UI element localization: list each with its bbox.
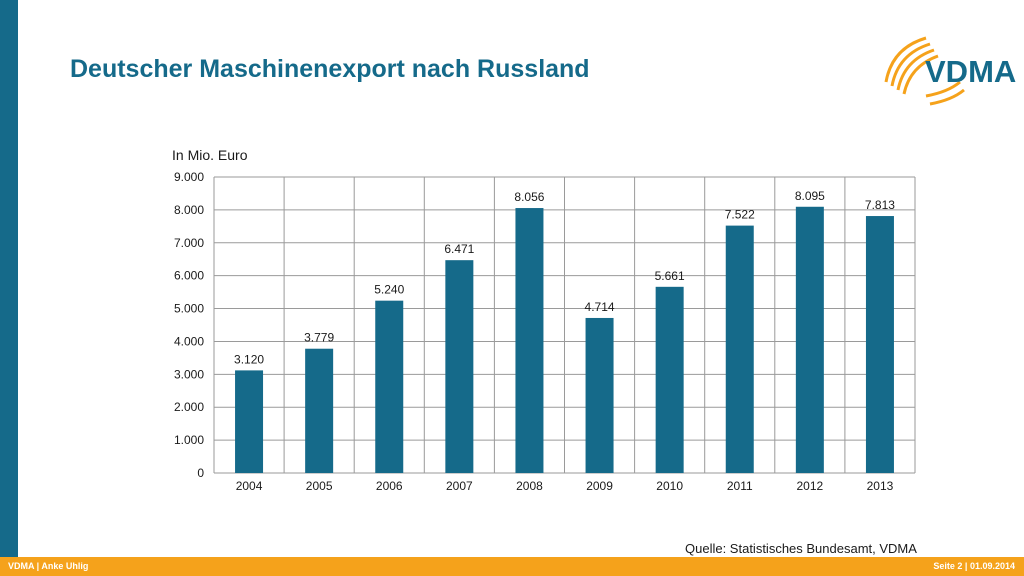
bar (655, 286, 684, 473)
y-tick-label: 7.000 (174, 236, 204, 250)
bar (305, 348, 334, 473)
bar-value-label: 3.779 (304, 331, 334, 345)
footer-author: VDMA | Anke Uhlig (8, 561, 89, 571)
x-tick-label: 2012 (796, 479, 823, 493)
bar (795, 206, 824, 473)
logo-text: VDMA (925, 54, 1017, 89)
bar (375, 300, 404, 473)
bar (445, 260, 474, 473)
bar-value-label: 3.120 (234, 352, 264, 366)
bar-value-label: 5.661 (655, 269, 685, 283)
y-tick-label: 2.000 (174, 400, 204, 414)
x-tick-label: 2008 (516, 479, 543, 493)
bar-value-label: 7.813 (865, 198, 895, 212)
bar (585, 317, 614, 473)
y-tick-label: 3.000 (174, 367, 204, 381)
vdma-arcs-icon (884, 36, 965, 106)
vdma-logo: VDMA (878, 30, 1016, 110)
x-tick-label: 2004 (236, 479, 263, 493)
bar-value-label: 8.095 (795, 189, 825, 203)
bar-value-label: 6.471 (444, 242, 474, 256)
source-note: Quelle: Statistisches Bundesamt, VDMA (685, 541, 917, 556)
bar (515, 208, 544, 473)
bar (235, 370, 264, 473)
bar (725, 225, 754, 473)
left-accent-bar (0, 0, 18, 576)
x-tick-label: 2009 (586, 479, 613, 493)
y-tick-label: 6.000 (174, 269, 204, 283)
footer-page: Seite 2 | 01.09.2014 (933, 561, 1015, 571)
y-unit-label: In Mio. Euro (172, 147, 248, 163)
x-tick-label: 2010 (656, 479, 683, 493)
x-tick-label: 2011 (727, 479, 753, 493)
y-tick-label: 0 (197, 466, 204, 480)
x-tick-label: 2005 (306, 479, 333, 493)
x-tick-label: 2007 (446, 479, 473, 493)
bar-value-label: 7.522 (725, 208, 755, 222)
bar-value-label: 4.714 (585, 300, 615, 314)
bar (865, 216, 894, 473)
slide-title: Deutscher Maschinenexport nach Russland (70, 55, 590, 83)
bar-value-label: 8.056 (514, 190, 544, 204)
x-tick-label: 2006 (376, 479, 403, 493)
y-tick-label: 4.000 (174, 334, 204, 348)
bar-value-label: 5.240 (374, 283, 404, 297)
bar-chart: In Mio. Euro 0 1.000 2.000 3.000 4.000 5.000 6.… (172, 147, 916, 493)
x-tick-label: 2013 (867, 479, 894, 493)
y-tick-label: 9.000 (174, 170, 204, 184)
y-tick-label: 1.000 (174, 433, 204, 447)
y-tick-label: 5.000 (174, 302, 204, 316)
y-tick-label: 8.000 (174, 203, 204, 217)
footer-bar: VDMA | Anke Uhlig Seite 2 | 01.09.2014 (0, 557, 1024, 576)
